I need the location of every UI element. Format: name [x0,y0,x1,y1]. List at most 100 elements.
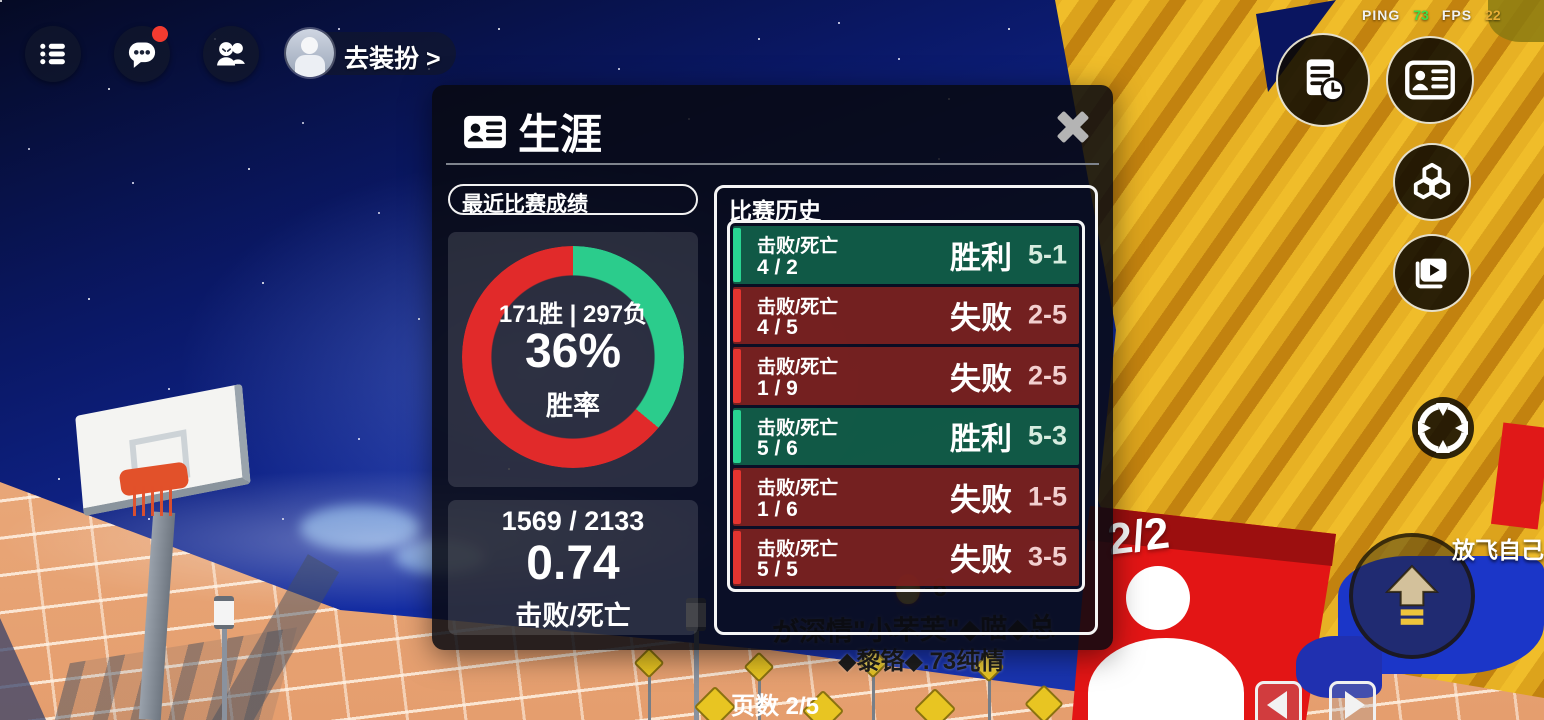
kd-ratio: 0.74 [526,537,620,590]
winloss-record: 171胜 | 297负 [498,301,648,328]
lamp-post [694,624,699,720]
next-page-button[interactable] [1329,681,1376,720]
match-record-button[interactable] [1276,33,1370,127]
row-score: 5-1 [1027,239,1067,270]
menu-icon [40,43,65,65]
arrow-right-icon [1344,690,1365,719]
row-score: 2-5 [1027,299,1067,330]
ping-value: 73 [1413,7,1429,23]
sky-patch [300,505,420,551]
tulip-stem [988,676,991,720]
ping-label: PING [1362,7,1401,23]
winrate-percent: 36% [524,325,622,378]
row-score: 2-5 [1027,360,1067,391]
row-kd-label: 击败/死亡 [757,236,839,257]
row-score: 3-5 [1027,541,1067,572]
kd-label: 击败/死亡 [515,601,631,631]
career-button[interactable] [1386,36,1474,124]
chat-button[interactable] [114,26,170,82]
jump-button[interactable] [1349,533,1475,659]
modal-title: 生涯 [518,111,603,158]
match-row: 击败/死亡 1 / 9 失败 2-5 [733,347,1079,405]
tulip-stem [758,676,761,720]
career-modal: 生涯 最近比赛成绩 171胜 | 297负 36% 胜率 1569 / 2133… [432,85,1376,720]
row-kd-value: 1 / 6 [757,497,798,521]
fly-label: 放飞自己 [1452,537,1544,563]
crosshair-icon [1412,397,1474,459]
mods-button[interactable] [1393,143,1471,221]
match-row: 击败/死亡 5 / 6 胜利 5-3 [733,407,1079,465]
lamp-post [222,622,227,720]
aim-button[interactable] [1411,396,1475,460]
media-button[interactable] [1393,234,1471,312]
video-bag-icon [1415,258,1447,289]
row-kd-value: 5 / 6 [757,437,798,460]
avatar[interactable] [286,29,334,77]
result-stripe [733,288,741,342]
menu-button[interactable] [25,26,81,82]
stars [0,0,2,2]
fps-label: FPS [1441,7,1473,23]
friends-button[interactable] [203,26,259,82]
result-stripe [733,530,741,584]
id-card-icon [1405,60,1455,100]
page-indicator: 页数 2/5 [731,693,820,720]
match-row: 击败/死亡 1 / 6 失败 1-5 [733,468,1079,526]
player-silhouette-head [1126,566,1190,630]
id-card-icon [462,113,508,156]
prev-page-button[interactable] [1255,681,1302,720]
match-row: 击败/死亡 4 / 2 胜利 5-1 [733,226,1079,284]
row-kd-label: 击败/死亡 [757,417,839,439]
match-row: 击败/死亡 4 / 5 失败 2-5 [733,286,1079,344]
row-kd-value: 4 / 5 [757,316,798,339]
row-kd-value: 5 / 5 [757,558,798,581]
lamp-head [214,596,234,629]
scoreboard-text: 2/2 [1105,508,1172,565]
kd-totals: 1569 / 2133 [501,506,645,536]
row-result: 胜利 [950,240,1012,276]
chat-bubble-icon [128,42,156,68]
winrate-label: 胜率 [546,391,600,421]
history-label: 比赛历史 [729,198,821,224]
row-kd-label: 击败/死亡 [757,296,839,318]
row-result: 失败 [950,361,1012,397]
result-stripe [733,470,741,524]
row-result: 失败 [950,482,1012,518]
recent-results-text: 最近比赛成绩 [462,193,588,216]
document-clock-icon [1306,59,1345,102]
divider [446,163,1099,165]
row-kd-label: 击败/死亡 [757,538,839,560]
arrow-left-icon [1266,690,1287,719]
result-stripe [733,409,741,463]
row-result: 胜利 [950,421,1012,457]
winrate-donut-chart [462,246,684,468]
basketball-net [133,486,177,516]
tulip-stem [648,672,651,720]
winrate-card: 171胜 | 297负 36% 胜率 [448,232,698,487]
result-stripe [733,349,741,403]
kd-card: 1569 / 2133 0.74 击败/死亡 [448,500,698,635]
row-kd-value: 4 / 2 [757,255,798,279]
friends-icon [217,42,245,66]
tulip-stem [872,672,875,720]
recent-results-label: 最近比赛成绩 [448,184,698,216]
row-score: 1-5 [1027,481,1067,512]
row-kd-label: 击败/死亡 [757,357,839,378]
match-row: 击败/死亡 5 / 5 失败 3-5 [733,528,1079,586]
hexagons-icon [1413,162,1451,200]
row-kd-label: 击败/死亡 [757,478,839,499]
row-score: 5-3 [1027,420,1067,451]
player-nameplate: ◆黎铬◆.73纯情 [838,648,1005,675]
player-silhouette-body [1088,638,1244,720]
fps-value: 22 [1485,7,1501,23]
notification-dot [152,26,168,42]
result-stripe [733,228,741,282]
row-result: 失败 [950,300,1012,336]
history-panel: 比赛历史 击败/死亡 4 / 2 胜利 5-1 击败/死亡 4 / 5 失败 2… [714,185,1376,720]
dressup-link[interactable]: 去装扮 > [344,45,441,73]
performance-bar: PING 73 FPS 22 [1362,7,1501,23]
row-kd-value: 1 / 9 [757,376,798,400]
close-button[interactable] [1049,103,1097,151]
row-result: 失败 [950,542,1012,578]
